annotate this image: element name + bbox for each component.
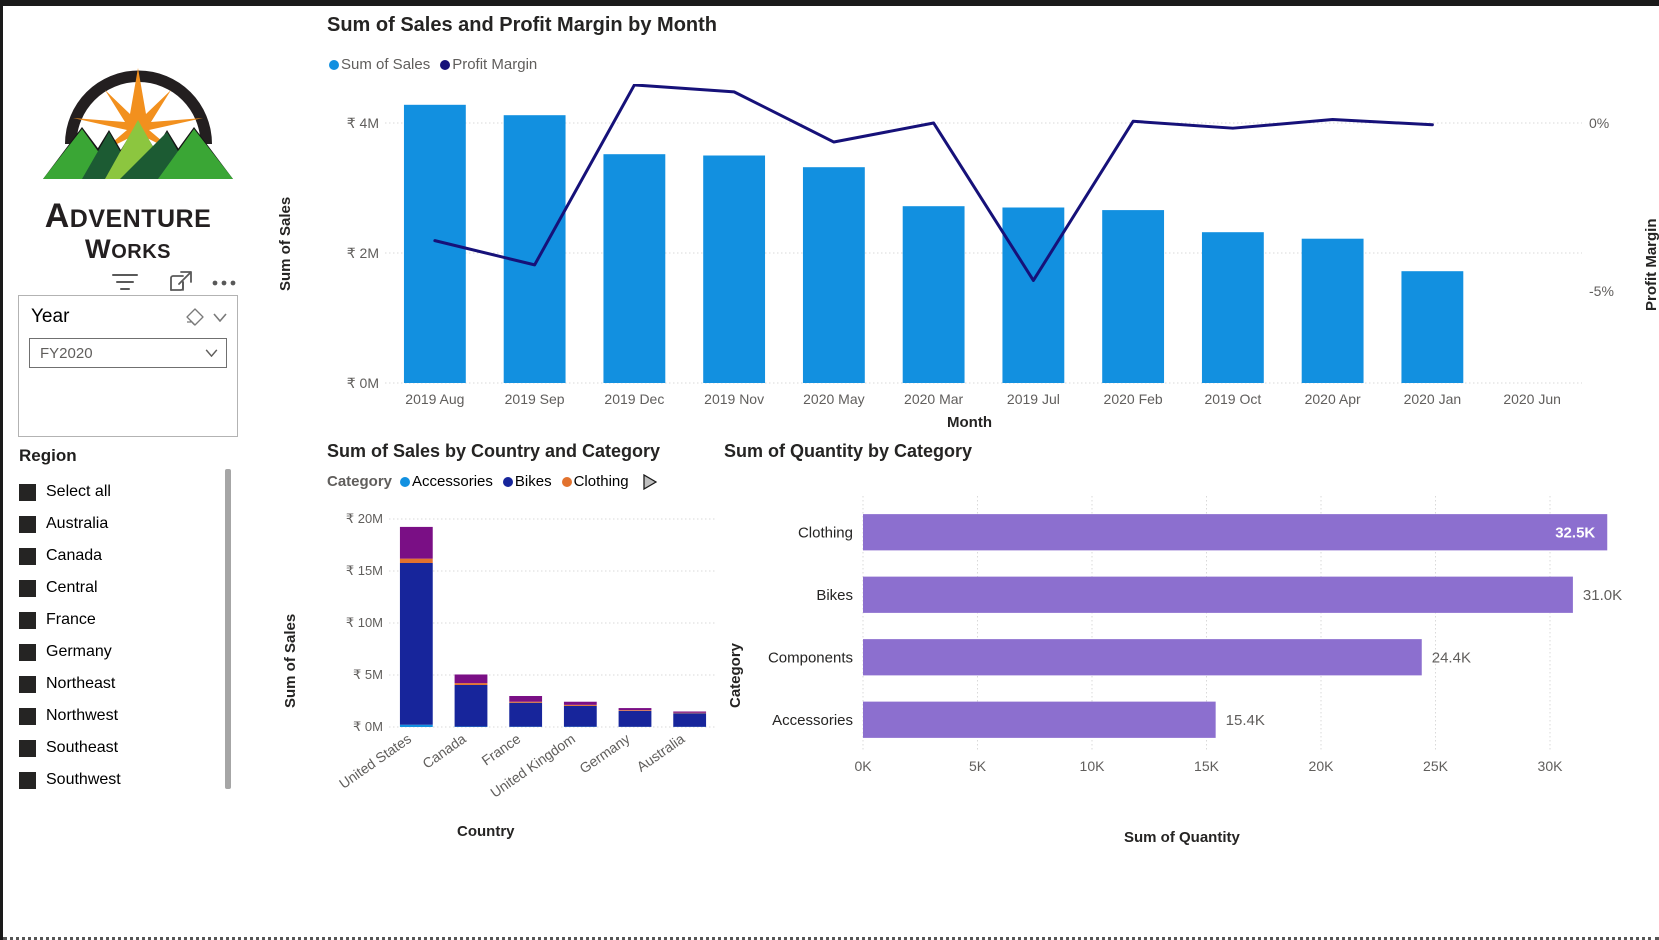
svg-text:France: France [479, 730, 524, 768]
svg-text:15K: 15K [1194, 758, 1220, 774]
svg-text:2020 Mar: 2020 Mar [904, 391, 963, 407]
svg-text:15.4K: 15.4K [1226, 712, 1265, 729]
svg-text:₹ 0M: ₹ 0M [347, 375, 379, 391]
svg-text:2020 May: 2020 May [803, 391, 864, 407]
svg-text:2019 Dec: 2019 Dec [604, 391, 664, 407]
svg-text:United States: United States [336, 730, 414, 791]
svg-text:2020 Jun: 2020 Jun [1503, 391, 1561, 407]
svg-text:₹ 15M: ₹ 15M [346, 563, 383, 578]
svg-text:Accessories: Accessories [772, 712, 853, 729]
svg-text:30K: 30K [1538, 758, 1564, 774]
svg-text:Clothing: Clothing [798, 524, 853, 541]
svg-text:24.4K: 24.4K [1432, 649, 1471, 666]
svg-text:5K: 5K [969, 758, 987, 774]
svg-text:25K: 25K [1423, 758, 1449, 774]
svg-text:2020 Feb: 2020 Feb [1104, 391, 1163, 407]
svg-text:2019 Jul: 2019 Jul [1007, 391, 1060, 407]
svg-text:0K: 0K [854, 758, 872, 774]
svg-text:2020 Jan: 2020 Jan [1404, 391, 1462, 407]
svg-text:Canada: Canada [419, 730, 469, 771]
svg-text:31.0K: 31.0K [1583, 587, 1622, 604]
svg-text:Australia: Australia [634, 730, 688, 774]
svg-text:₹ 10M: ₹ 10M [346, 615, 383, 630]
svg-text:Germany: Germany [576, 730, 632, 776]
svg-text:2019 Oct: 2019 Oct [1204, 391, 1261, 407]
svg-text:₹ 20M: ₹ 20M [346, 511, 383, 526]
svg-text:2019 Aug: 2019 Aug [405, 391, 464, 407]
svg-text:32.5K: 32.5K [1555, 524, 1595, 541]
svg-text:Bikes: Bikes [816, 587, 853, 604]
svg-text:2019 Nov: 2019 Nov [704, 391, 764, 407]
svg-text:₹ 2M: ₹ 2M [347, 245, 379, 261]
svg-text:₹ 0M: ₹ 0M [353, 719, 383, 734]
svg-text:-5%: -5% [1589, 283, 1614, 299]
svg-text:10K: 10K [1080, 758, 1106, 774]
svg-text:₹ 4M: ₹ 4M [347, 115, 379, 131]
svg-text:2020 Apr: 2020 Apr [1305, 391, 1361, 407]
svg-text:Components: Components [768, 649, 853, 666]
svg-text:₹ 5M: ₹ 5M [353, 667, 383, 682]
svg-text:0%: 0% [1589, 115, 1609, 131]
svg-text:20K: 20K [1309, 758, 1335, 774]
svg-text:2019 Sep: 2019 Sep [505, 391, 565, 407]
